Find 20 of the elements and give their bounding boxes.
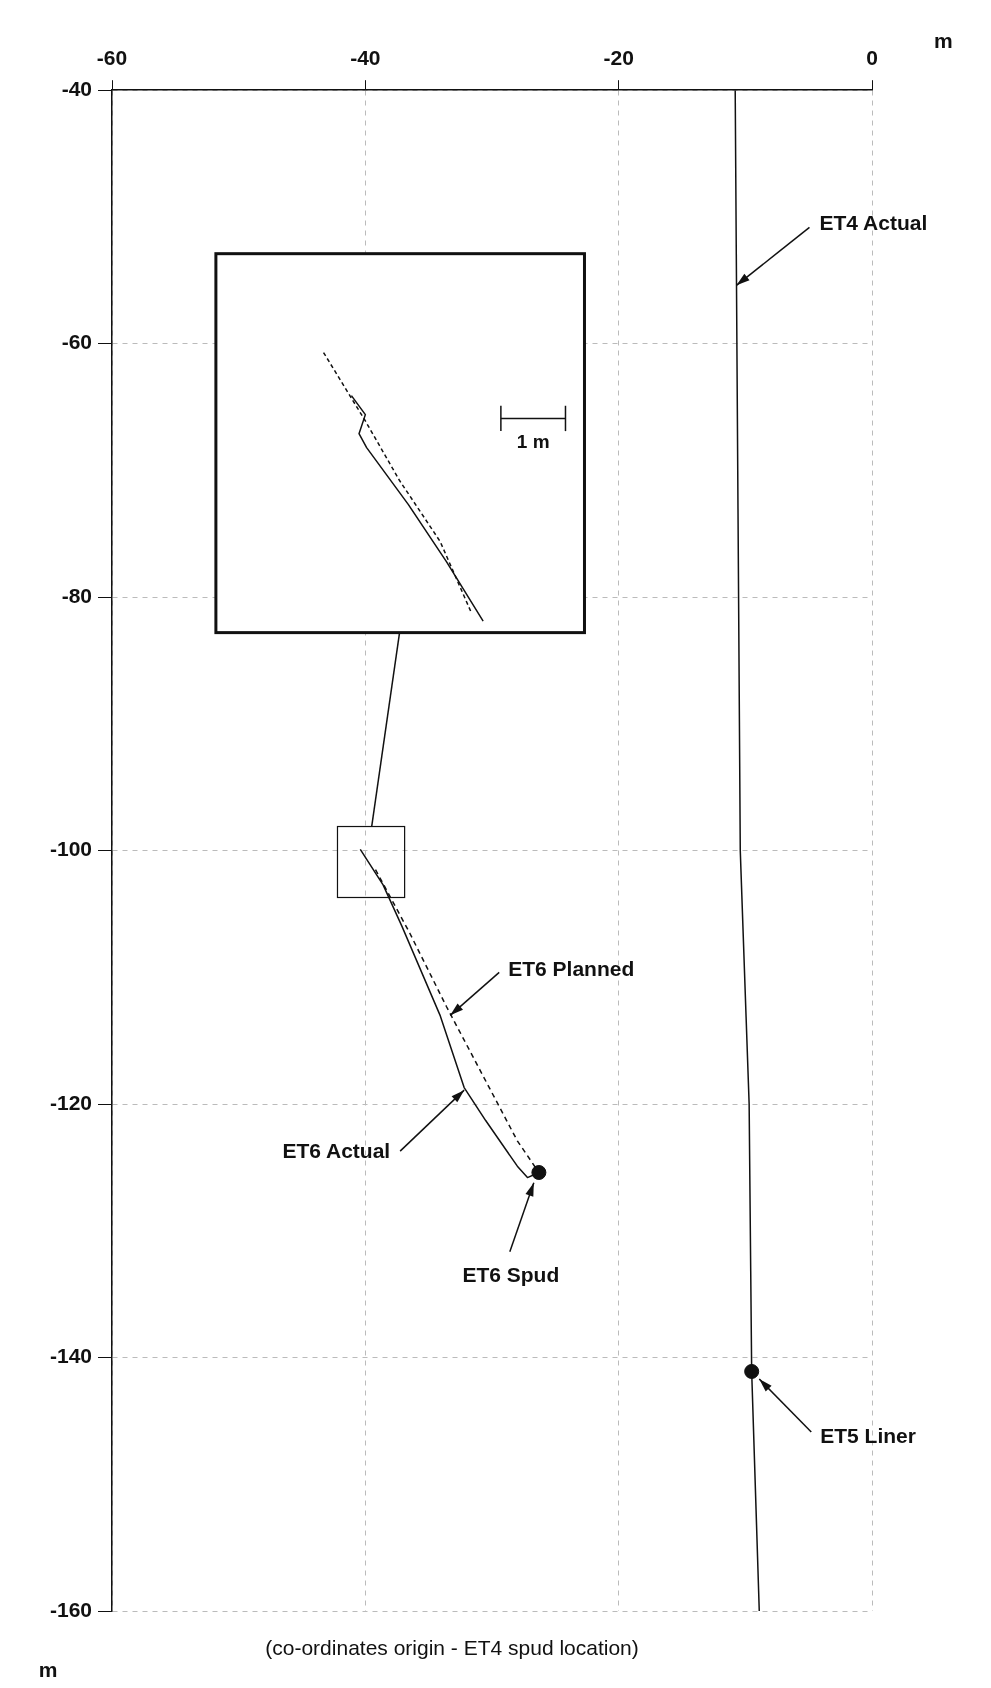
annotation: ET6 Spud xyxy=(462,1263,560,1287)
annotation: ET4 Actual xyxy=(819,211,928,235)
annotation: 1 m xyxy=(516,430,550,452)
y-tick-label: -160 xyxy=(50,1597,93,1621)
annotation: ET6 Planned xyxy=(508,957,635,981)
x-axis-title: m xyxy=(934,29,953,52)
y-tick-label: -40 xyxy=(61,77,93,100)
annotation: ET6 Actual xyxy=(282,1138,391,1162)
annotation: ET5 Liner xyxy=(820,1423,916,1447)
x-tick-label: -60 xyxy=(96,46,128,70)
text: (co-ordinates origin - ET4 spud location) xyxy=(265,1635,639,1659)
y-tick-label: -60 xyxy=(61,330,93,354)
x-tick-label: -40 xyxy=(350,46,381,70)
y-axis-title: m xyxy=(38,1657,58,1681)
x-tick-label: 0 xyxy=(866,46,878,70)
x-tick-label: -20 xyxy=(603,46,634,70)
y-tick-label: -80 xyxy=(61,583,93,607)
y-tick-label: -120 xyxy=(50,1090,93,1114)
y-tick-label: -140 xyxy=(50,1344,93,1368)
y-tick-label: -100 xyxy=(50,837,93,861)
